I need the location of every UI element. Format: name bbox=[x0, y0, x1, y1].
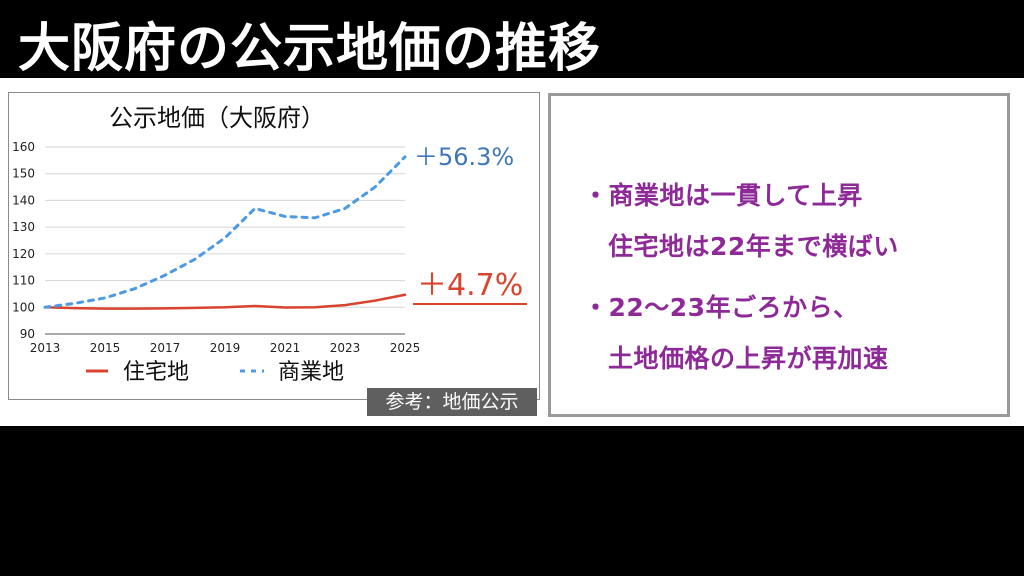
y-tick-label-110: 110 bbox=[12, 274, 35, 288]
y-tick-label-140: 140 bbox=[12, 193, 35, 207]
y-axis-ticks: 90 100 110 120 130 140 150 160 bbox=[12, 140, 35, 341]
summary-box: ・商業地は一貫して上昇 住宅地は22年まで横ばい ・22〜23年ごろから、 土地… bbox=[548, 93, 1010, 417]
x-tick-label-2015: 2015 bbox=[90, 341, 121, 355]
legend-label-commercial: 商業地 bbox=[278, 360, 344, 385]
annotation-commercial: ＋56.3% bbox=[414, 143, 514, 171]
y-tick-label-150: 150 bbox=[12, 167, 35, 181]
legend-label-residential: 住宅地 bbox=[123, 360, 189, 385]
chart-panel bbox=[8, 92, 540, 400]
summary-bullet-2-line-1: ・22〜23年ごろから、 bbox=[583, 293, 859, 322]
y-tick-label-130: 130 bbox=[12, 220, 35, 234]
source-label: 参考：地価公示 bbox=[367, 388, 537, 416]
summary-bullet-1-line-2: 住宅地は22年まで横ばい bbox=[608, 232, 899, 261]
chart-series: ＋56.3% ＋4.7% bbox=[43, 143, 527, 310]
y-tick-label-120: 120 bbox=[12, 247, 35, 261]
series-line-residential bbox=[43, 293, 407, 310]
x-axis-ticks: 2013 2015 2017 2019 2021 2023 2025 bbox=[30, 341, 421, 355]
bottom-black-area bbox=[0, 426, 1024, 576]
y-tick-label-100: 100 bbox=[12, 300, 35, 314]
x-tick-label-2017: 2017 bbox=[150, 341, 181, 355]
y-tick-label-90: 90 bbox=[20, 327, 35, 341]
series-line-commercial bbox=[43, 155, 407, 309]
x-tick-label-2019: 2019 bbox=[210, 341, 241, 355]
x-tick-label-2025: 2025 bbox=[390, 341, 421, 355]
summary-bullet-2-line-2: 土地価格の上昇が再加速 bbox=[608, 344, 889, 373]
y-tick-label-160: 160 bbox=[12, 140, 35, 154]
x-tick-label-2023: 2023 bbox=[330, 341, 361, 355]
content-area: 公示地価（大阪府） 90 100 110 120 130 140 150 160 2013 20… bbox=[0, 78, 1024, 426]
page-title: 大阪府の公示地価の推移 bbox=[18, 19, 602, 79]
annotation-residential: ＋4.7% bbox=[417, 268, 523, 303]
chart-title: 公示地価（大阪府） bbox=[109, 104, 325, 132]
x-tick-label-2021: 2021 bbox=[270, 341, 301, 355]
summary-bullet-1-line-1: ・商業地は一貫して上昇 bbox=[583, 181, 863, 210]
chart-grid bbox=[45, 146, 405, 335]
title-bar: 大阪府の公示地価の推移 bbox=[0, 0, 1024, 79]
chart-legend: 住宅地 商業地 bbox=[86, 360, 344, 385]
x-tick-label-2013: 2013 bbox=[30, 341, 61, 355]
